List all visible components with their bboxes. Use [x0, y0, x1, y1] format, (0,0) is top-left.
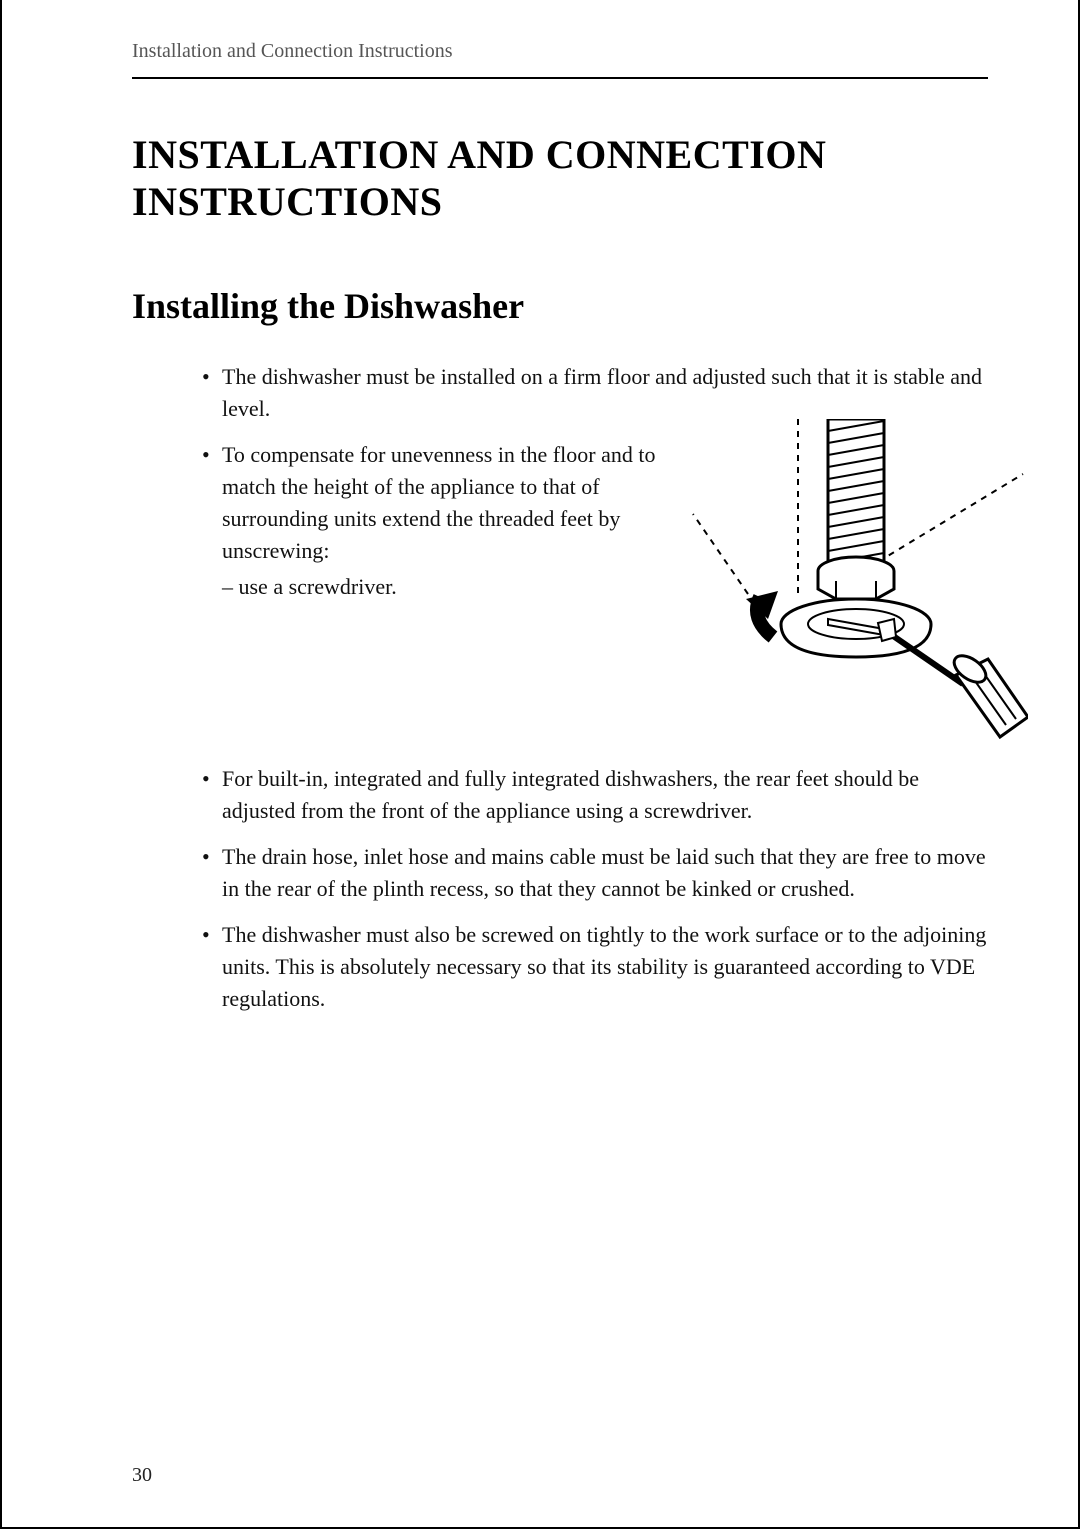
threaded-bolt-icon — [828, 419, 884, 569]
heading-level-1: INSTALLATION AND CONNECTION INSTRUCTIONS — [132, 131, 988, 225]
list-item: To compensate for unevenness in the floo… — [202, 439, 988, 749]
list-item: For built-in, integrated and fully integ… — [202, 763, 988, 827]
heading-level-2: Installing the Dishwasher — [132, 285, 988, 327]
page-number: 30 — [132, 1464, 152, 1487]
illustration-threaded-foot — [688, 419, 1028, 749]
hex-nut-icon — [818, 557, 894, 599]
list-item: The drain hose, inlet hose and mains cab… — [202, 841, 988, 905]
list-text: To compensate for unevenness in the floo… — [222, 442, 655, 563]
instruction-list: The dishwasher must be installed on a fi… — [202, 361, 988, 1014]
text-with-image-row: To compensate for unevenness in the floo… — [222, 439, 988, 749]
list-text: The drain hose, inlet hose and mains cab… — [222, 844, 986, 901]
screwdriver-foot-icon — [688, 419, 1028, 749]
list-text: The dishwasher must also be screwed on t… — [222, 922, 986, 1011]
list-text: The dishwasher must be installed on a fi… — [222, 364, 982, 421]
text-column: To compensate for unevenness in the floo… — [222, 439, 668, 602]
sub-list-text: – use a screwdriver. — [222, 571, 668, 603]
running-header: Installation and Connection Instructions — [132, 40, 988, 79]
list-text: For built-in, integrated and fully integ… — [222, 766, 919, 823]
list-item: The dishwasher must also be screwed on t… — [202, 919, 988, 1015]
main-content: INSTALLATION AND CONNECTION INSTRUCTIONS… — [2, 91, 1078, 1014]
page-frame: Installation and Connection Instructions… — [0, 0, 1080, 1529]
list-item: The dishwasher must be installed on a fi… — [202, 361, 988, 425]
header-area: Installation and Connection Instructions — [2, 0, 1078, 91]
